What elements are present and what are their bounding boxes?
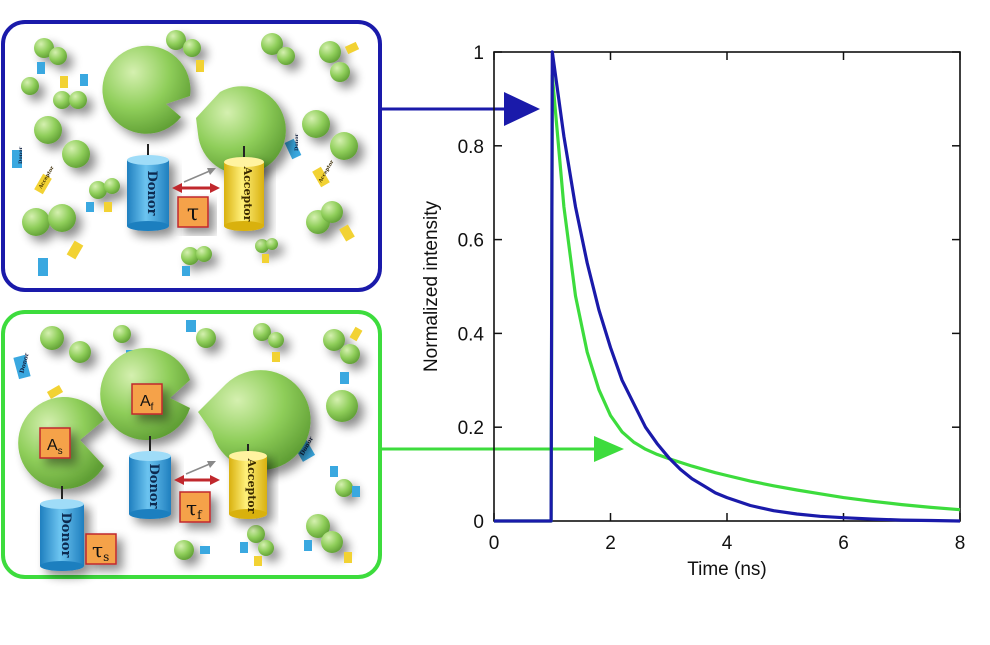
bottom-panel: Donor Donor Donor Donor [1,310,382,579]
top-panel: Donor Donor Acceptor Acceptor Donor Acce… [1,20,382,292]
fret-donor-dye [129,451,171,519]
x-tick-label: 2 [605,533,616,554]
tau-slow-box [85,533,117,565]
decay-chart: 0 2 4 6 8 0 0.2 0.4 0.6 0.8 1 Time (ns) Normalize… [421,43,965,580]
transfer-arrow-top [172,168,220,193]
y-tick-label: 0 [473,512,484,533]
top-panel-border [1,20,382,292]
x-tick-label: 8 [955,533,966,554]
amp-fast-label: Af [140,393,154,413]
tau-fret-box [179,491,211,523]
y-tick-label: 0.2 [458,418,484,439]
x-axis-ticks: 0 2 4 6 8 [489,52,966,554]
svg-text:Donor: Donor [294,133,300,151]
tau-fret-label: τf [186,496,203,522]
tau-label-top: τ [187,201,199,226]
x-tick-label: 4 [722,533,733,554]
green-connector-arrow [382,436,624,462]
small-dyes-top [12,41,360,276]
acceptor-label-bottom: Acceptor [245,458,258,514]
y-tick-label: 0.8 [458,137,484,158]
x-axis-label: Time (ns) [687,559,767,580]
tau-slow-label: τs [92,538,109,564]
donor-dye-top [127,155,169,231]
acceptor-label-top: Acceptor [241,166,254,222]
acceptor-protein-bottom [198,370,311,471]
transfer-arrow-bottom [174,461,220,485]
y-axis-label: Normalized intensity [421,200,442,372]
series-line-blue [494,50,961,523]
y-tick-label: 0.4 [458,324,485,345]
donor-protein-top [102,45,191,134]
amp-slow-label: As [47,437,63,457]
x-tick-label: 0 [489,533,500,554]
tau-box-top [177,196,209,228]
blue-connector-arrow [382,92,540,126]
y-tick-label: 1 [473,43,484,64]
y-tick-label: 0.6 [458,231,484,252]
acceptor-protein-top [196,86,286,175]
slow-donor-label: Donor [58,513,73,558]
amp-slow-box [39,427,71,459]
small-proteins-top [21,30,358,265]
amp-fast-box [131,383,163,415]
x-tick-label: 6 [838,533,849,554]
series-line-green [494,73,961,523]
plot-frame [493,51,961,522]
small-proteins-bottom [40,323,360,560]
y-axis-ticks: 0 0.2 0.4 0.6 0.8 1 [458,43,960,533]
acceptor-dye-bottom [229,451,267,519]
series-group [494,50,961,523]
svg-text:Donor: Donor [18,146,24,164]
slow-donor-dye [40,499,84,571]
donor-label-top: Donor [144,171,159,216]
acceptor-dye-top [224,157,264,231]
fret-donor-label: Donor [146,464,161,509]
